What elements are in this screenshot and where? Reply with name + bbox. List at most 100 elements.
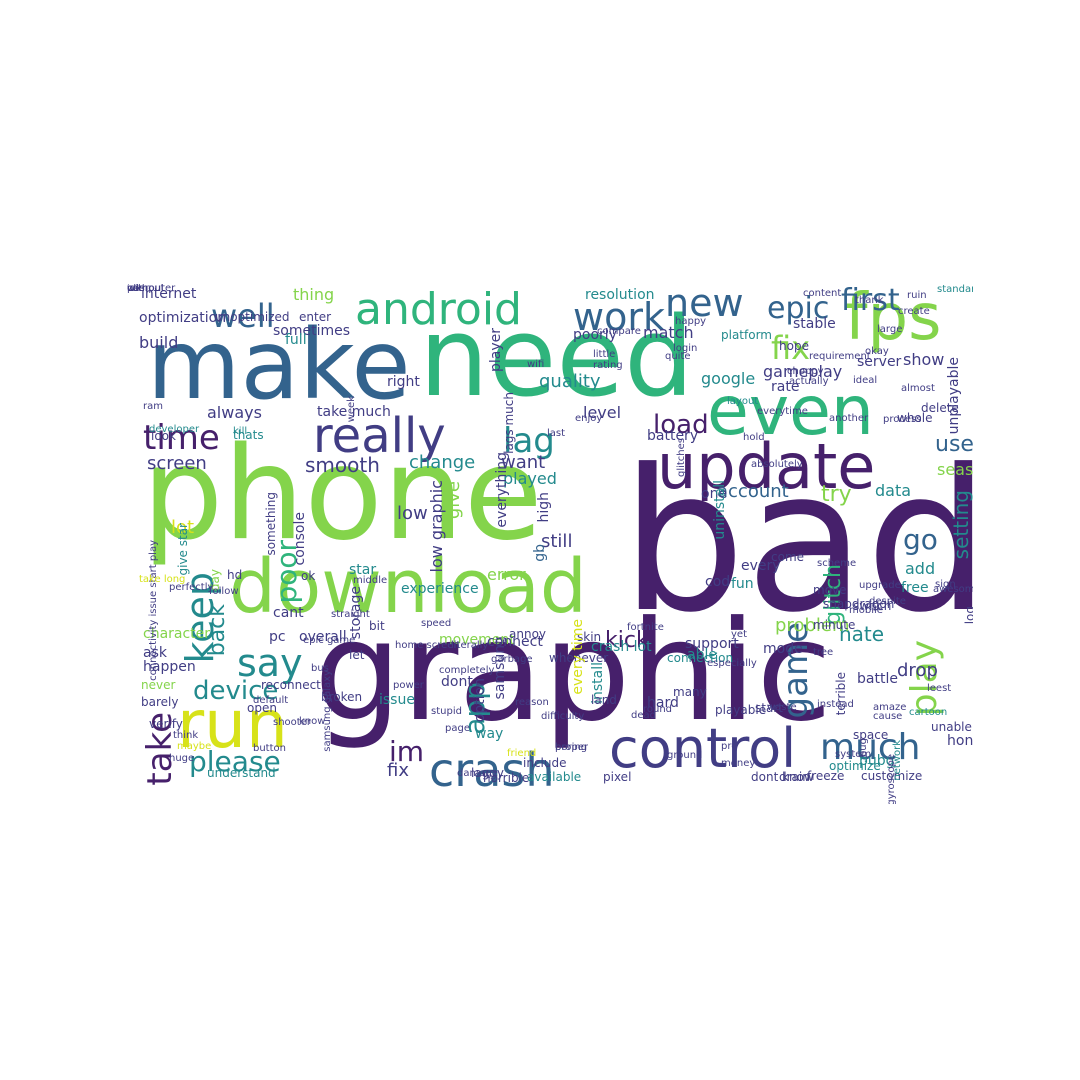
- word-snapdragon: snapdragon: [823, 597, 895, 611]
- word-waste: waste: [767, 702, 797, 713]
- word-always: always: [207, 403, 262, 422]
- word-played: played: [503, 469, 557, 488]
- word-minute: minute: [813, 618, 856, 632]
- word-dead: dead: [631, 710, 656, 721]
- word-fun: fun: [731, 576, 754, 592]
- word-never: never: [141, 678, 176, 692]
- word-content: content: [803, 288, 842, 299]
- word-free: free: [901, 580, 929, 596]
- word-wifi: wifi: [527, 359, 545, 370]
- word-give: give: [443, 481, 464, 520]
- word-drop: drop: [897, 660, 938, 681]
- word-ram: ram: [143, 401, 163, 412]
- word-fix: fix: [387, 760, 409, 781]
- word-bus: bus: [311, 663, 329, 674]
- word-everything: everything: [494, 452, 510, 528]
- word-switch: switch: [853, 599, 892, 613]
- word-device: device: [193, 676, 279, 706]
- word-straight: straight: [331, 609, 370, 620]
- word-shooter: shooter: [273, 717, 311, 728]
- word-maybe: maybe: [177, 741, 212, 752]
- word-cod: cod: [705, 574, 731, 590]
- word-poorly: poorly: [573, 327, 617, 343]
- word-character: character: [143, 626, 211, 642]
- word-happy: happy: [675, 316, 707, 327]
- word-follow: follow: [209, 586, 239, 597]
- word-tree: tree: [813, 647, 834, 658]
- word-every-time: every time: [570, 619, 586, 695]
- word-without: without: [127, 284, 165, 294]
- word-literally: literally: [451, 640, 489, 651]
- word-home-screen: home screen: [395, 640, 460, 651]
- word-verify: verify: [149, 717, 183, 731]
- word-uninstall: uninstall: [712, 480, 728, 540]
- word-dont: dont: [441, 674, 473, 690]
- word-lags-much: lags much: [502, 392, 516, 454]
- word-change: change: [409, 452, 476, 473]
- word-start: start: [755, 701, 783, 715]
- word-freeze: freeze: [807, 769, 845, 783]
- word-hold: hold: [743, 432, 765, 443]
- word-amaze: amaze: [873, 702, 907, 713]
- word-stable: stable: [793, 316, 836, 332]
- word-experience: experience: [401, 581, 479, 597]
- word-especially: especially: [707, 658, 757, 669]
- word-mobile: mobile: [849, 605, 883, 616]
- word-ok: ok: [301, 569, 316, 583]
- word-playable: playable: [715, 703, 767, 717]
- word-google: google: [701, 369, 756, 388]
- word-load: load: [653, 410, 709, 440]
- word-laggy: laggy: [471, 766, 505, 780]
- word-almost: almost: [901, 383, 935, 394]
- word-battle: battle: [857, 671, 898, 687]
- word-garbage: garbage: [491, 654, 533, 665]
- word-crash-lot: crash lot: [591, 639, 652, 655]
- word-unplayable: unplayable: [946, 357, 962, 435]
- word-cartoon: cartoon: [909, 707, 948, 718]
- word-please: please: [189, 745, 281, 778]
- word-way: way: [475, 726, 504, 742]
- word-money: money: [721, 758, 756, 769]
- word-honestly: honestly: [947, 733, 973, 749]
- word-crash: crash: [429, 743, 555, 797]
- word-resolution: resolution: [585, 287, 655, 303]
- word-make: make: [147, 309, 411, 421]
- word-perfectly: perfectly: [169, 582, 214, 593]
- word-account: account: [717, 481, 789, 502]
- word-whole: whole: [897, 411, 933, 425]
- word-sign: sign: [935, 579, 956, 590]
- word-want: want: [501, 452, 546, 473]
- word-large: large: [877, 324, 903, 335]
- word-gyroscope: gyroscope: [886, 754, 897, 804]
- word-round: round: [643, 704, 673, 715]
- word-compare: compare: [597, 326, 641, 337]
- word-pixel: pixel: [603, 770, 632, 784]
- word-stupid: stupid: [431, 706, 462, 717]
- word-platform: platform: [721, 328, 772, 342]
- word-data: data: [875, 481, 912, 500]
- word-update: update: [657, 430, 876, 503]
- word-connect: connect: [487, 634, 543, 650]
- word-season: season: [937, 460, 973, 479]
- word-scheme: scheme: [817, 558, 857, 569]
- word-hd: hd: [227, 568, 243, 582]
- word-able: able: [687, 647, 717, 663]
- word-reconnect: reconnect: [261, 678, 321, 692]
- word-optimization: optimization: [139, 310, 227, 326]
- word-internet: internet: [141, 286, 197, 302]
- word-graphic: graphic: [314, 591, 833, 752]
- word-option: option: [472, 678, 488, 723]
- word-optimize: optimize: [829, 759, 881, 773]
- word-movement: movement: [439, 632, 515, 648]
- word-really: really: [313, 408, 446, 464]
- word-hate: hate: [839, 622, 885, 646]
- word-skin: skin: [577, 630, 602, 644]
- word-mode: mode: [763, 641, 803, 657]
- word-upgrade: upgrade: [859, 580, 901, 591]
- word-time: time: [143, 418, 220, 458]
- word-lot: lot: [171, 517, 195, 538]
- word-im: im: [389, 735, 425, 768]
- word-something: something: [264, 492, 278, 556]
- word-understand: understand: [207, 766, 276, 780]
- word-process: process: [883, 414, 922, 425]
